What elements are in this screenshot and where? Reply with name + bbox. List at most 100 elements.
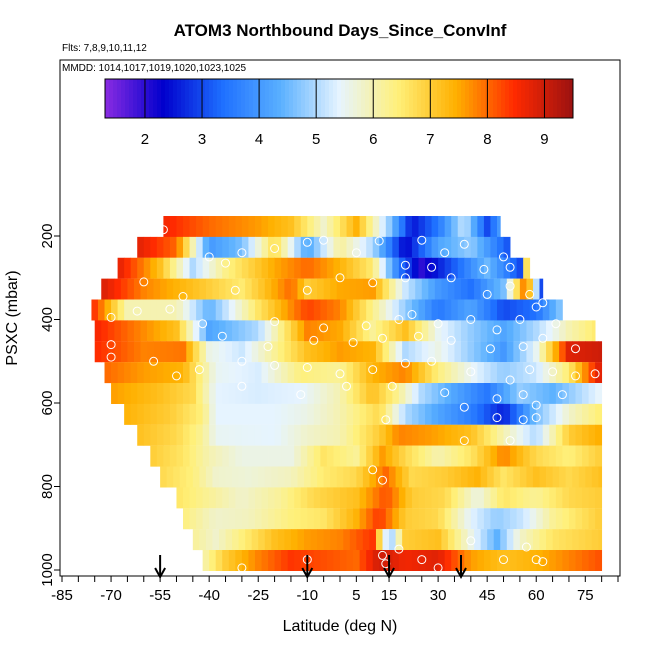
colorbar-segment bbox=[261, 79, 266, 118]
heatmap-cell bbox=[307, 362, 315, 384]
heatmap-cell bbox=[215, 550, 223, 571]
colorbar-segment bbox=[549, 79, 554, 118]
heatmap-cell bbox=[369, 529, 377, 551]
heatmap-cell bbox=[228, 403, 236, 425]
heatmap-cell bbox=[496, 445, 504, 467]
heatmap-cell bbox=[405, 508, 413, 530]
heatmap-cell bbox=[464, 362, 472, 384]
heatmap-cell bbox=[572, 320, 580, 342]
heatmap-cell bbox=[447, 341, 455, 363]
colorbar-segment bbox=[449, 79, 454, 118]
heatmap-cell bbox=[418, 550, 426, 571]
heatmap-cell bbox=[199, 466, 207, 488]
heatmap-cell bbox=[490, 362, 498, 384]
heatmap-cell bbox=[300, 508, 308, 530]
heatmap-cell bbox=[411, 508, 419, 530]
heatmap-cell bbox=[248, 487, 256, 509]
heatmap-cell bbox=[313, 445, 321, 467]
heatmap-cell bbox=[205, 341, 213, 363]
heatmap-cell bbox=[392, 487, 400, 509]
heatmap-cell bbox=[415, 341, 423, 363]
heatmap-cell bbox=[438, 236, 446, 258]
heatmap-cell bbox=[294, 362, 302, 384]
heatmap-cell bbox=[349, 529, 357, 551]
heatmap-cell bbox=[143, 362, 151, 384]
heatmap-cell bbox=[297, 341, 305, 363]
sample-point bbox=[221, 258, 230, 268]
heatmap-cell bbox=[241, 445, 249, 467]
heatmap-cell bbox=[539, 278, 544, 300]
heatmap-cell bbox=[444, 257, 452, 279]
heatmap-cell bbox=[585, 341, 593, 363]
heatmap-cell bbox=[107, 278, 115, 300]
heatmap-cell bbox=[454, 529, 462, 551]
heatmap-cell bbox=[320, 508, 328, 530]
heatmap-cell bbox=[215, 383, 223, 404]
heatmap-cell bbox=[568, 487, 576, 509]
heatmap-cell bbox=[241, 216, 249, 237]
heatmap-cell bbox=[496, 236, 504, 258]
heatmap-cell bbox=[434, 320, 442, 342]
heatmap-cell bbox=[268, 424, 275, 446]
heatmap-cell bbox=[379, 299, 387, 321]
heatmap-cell bbox=[261, 362, 269, 384]
heatmap-cell bbox=[209, 508, 217, 530]
colorbar-segment bbox=[385, 79, 390, 118]
heatmap-cell bbox=[461, 278, 468, 300]
sample-point bbox=[531, 302, 541, 312]
heatmap-cell bbox=[411, 362, 419, 384]
heatmap-cell bbox=[398, 445, 406, 467]
sample-point bbox=[414, 331, 423, 341]
heatmap-cell bbox=[405, 216, 413, 237]
colorbar-segment bbox=[565, 79, 570, 118]
heatmap-cell bbox=[281, 550, 289, 571]
colorbar-segment bbox=[245, 79, 250, 118]
heatmap-cell bbox=[235, 299, 243, 321]
heatmap-cell bbox=[241, 424, 249, 446]
heatmap-cell bbox=[519, 466, 527, 488]
heatmap-cell bbox=[353, 362, 361, 384]
heatmap-cell bbox=[425, 508, 432, 530]
heatmap-cell bbox=[510, 362, 518, 384]
heatmap-cell bbox=[398, 550, 406, 571]
heatmap-cell bbox=[340, 487, 347, 509]
heatmap-cell bbox=[183, 257, 190, 279]
heatmap-cell bbox=[166, 466, 174, 488]
sample-point bbox=[466, 536, 476, 546]
colorbar-segment bbox=[253, 79, 258, 118]
heatmap-cell bbox=[366, 299, 374, 321]
heatmap-cell bbox=[454, 278, 462, 300]
heatmap-cell bbox=[595, 508, 603, 530]
heatmap-cell bbox=[202, 487, 210, 509]
x-tick-label: 60 bbox=[528, 587, 545, 604]
heatmap-cell bbox=[215, 424, 223, 446]
heatmap-cell bbox=[454, 320, 462, 342]
heatmap-cell bbox=[274, 383, 282, 404]
heatmap-cell bbox=[425, 236, 432, 258]
colorbar-segment bbox=[481, 79, 486, 118]
heatmap-cell bbox=[470, 216, 478, 237]
heatmap-cell bbox=[434, 278, 442, 300]
colorbar-segment bbox=[121, 79, 126, 118]
heatmap-cell bbox=[209, 383, 217, 404]
heatmap-cell bbox=[366, 403, 374, 425]
heatmap-cell bbox=[313, 383, 321, 404]
heatmap-cell bbox=[356, 529, 364, 551]
heatmap-cell bbox=[310, 320, 318, 342]
heatmap-cell bbox=[225, 529, 233, 551]
heatmap-cell bbox=[582, 424, 589, 446]
heatmap-cell bbox=[287, 508, 295, 530]
colorbar-segment bbox=[425, 79, 430, 118]
heatmap-cell bbox=[559, 341, 567, 363]
heatmap-cell bbox=[94, 320, 102, 342]
heatmap-cell bbox=[307, 487, 315, 509]
heatmap-cell bbox=[343, 341, 351, 363]
colorbar-segment bbox=[169, 79, 174, 118]
sample-point bbox=[482, 289, 492, 299]
sample-point bbox=[433, 563, 443, 573]
sample-point bbox=[557, 390, 567, 400]
heatmap-cell bbox=[366, 216, 374, 237]
heatmap-cell bbox=[389, 278, 396, 300]
heatmap-cell bbox=[575, 424, 583, 446]
heatmap-cell bbox=[529, 362, 537, 384]
